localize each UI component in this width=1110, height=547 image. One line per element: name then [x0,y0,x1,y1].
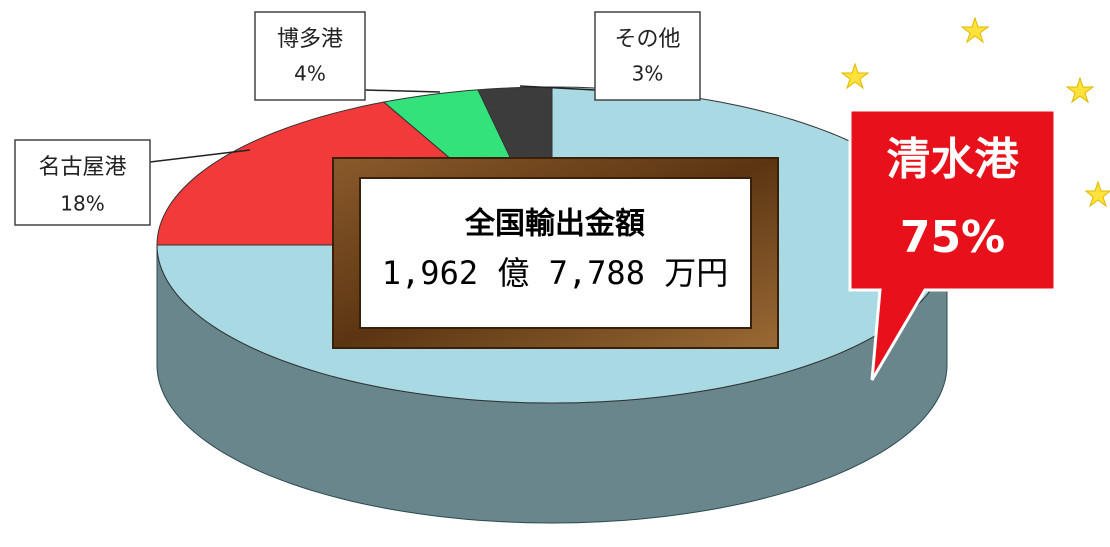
star [1067,78,1093,102]
value-label: 3% [632,62,664,86]
chart: 清水港 75% 名古屋港 18% 博多港 4% その他 3% 全国輸出金額 1,962 億 7… [0,0,1110,547]
annotation-amount: 1,962 億 7,788 万円 [382,254,728,292]
star [842,64,868,88]
value-label: 4% [294,62,326,86]
value-label: 18% [60,192,104,216]
annotation-box: 全国輸出金額 1,962 億 7,788 万円 [333,158,778,348]
category-label: その他 [614,27,680,52]
label-box [595,12,700,100]
star [962,18,988,42]
category-label: 名古屋港 [38,155,126,180]
category-label: 博多港 [277,27,343,52]
annotation-title: 全国輸出金額 [464,207,645,242]
frame-inner [360,178,751,328]
category-label: 清水港 [887,134,1020,185]
leader-line [365,90,440,92]
label-box [255,12,365,100]
value-label: 75% [900,212,1005,263]
star [1086,182,1110,206]
